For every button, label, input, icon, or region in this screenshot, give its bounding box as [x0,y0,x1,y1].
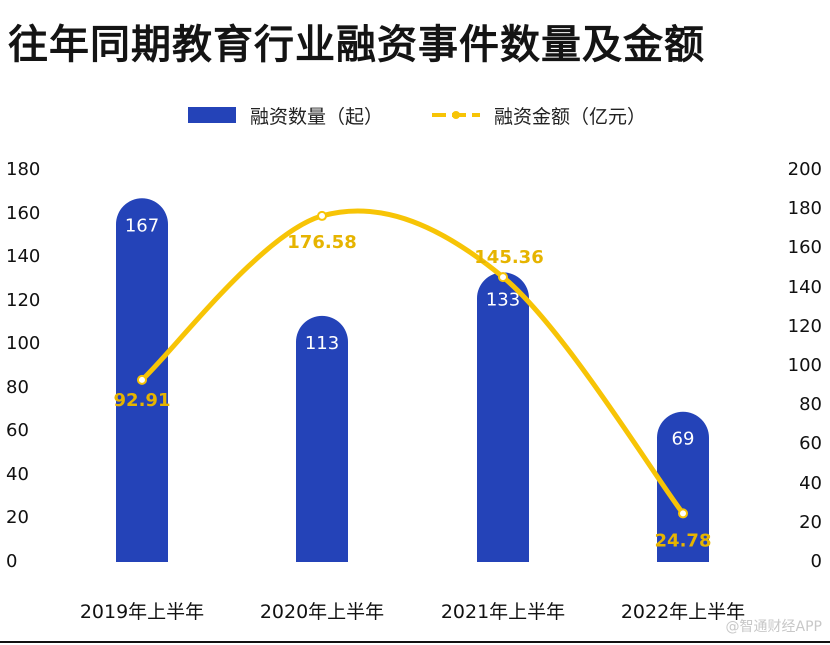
line-value-label: 145.36 [474,247,543,268]
line-value-label: 24.78 [655,530,712,551]
line-value-label: 176.58 [287,232,356,253]
right-axis-tick: 120 [787,315,822,337]
right-axis-tick: 60 [799,433,822,455]
bar [296,315,348,562]
chart-title: 往年同期教育行业融资事件数量及金额 [8,22,705,68]
bar-value-label: 69 [672,429,695,450]
legend-label-count: 融资数量（起） [250,105,384,128]
line-point [498,272,508,283]
line-value-label: 92.91 [114,390,171,411]
left-axis-tick: 160 [6,202,41,224]
right-axis-tick: 0 [810,551,822,572]
bar-value-label: 113 [305,333,339,354]
bottom-rule [0,641,830,643]
category-label: 2020年上半年 [259,601,385,623]
amount-line [139,208,686,516]
category-label: 2019年上半年 [79,601,205,623]
line-point [678,508,688,519]
legend-line-swatch [432,107,480,123]
left-axis-tick: 140 [6,246,41,268]
left-axis-tick: 100 [6,333,41,355]
bar-value-label: 167 [125,215,159,236]
right-axis-tick: 40 [799,472,822,494]
legend-item-count: 融资数量（起） [188,100,383,130]
left-axis-tick: 0 [6,551,18,572]
watermark: @智通财经APP [725,619,822,635]
left-axis-tick: 180 [6,159,41,180]
legend: 融资数量（起） 融资金额（亿元） [0,100,830,130]
bar [657,411,709,562]
plot-area: 167 113 133 69 92.91 176.58 145.36 24.78 [114,198,712,562]
bar [477,272,529,562]
right-axis-tick: 180 [787,198,822,220]
right-axis-tick: 140 [787,276,822,298]
right-axis-tick: 100 [787,355,822,376]
legend-bar-swatch [188,107,236,123]
legend-label-amount: 融资金额（亿元） [494,105,647,128]
left-axis-tick: 60 [6,420,29,442]
right-axis-tick: 20 [799,511,822,533]
left-axis-tick: 120 [6,289,41,311]
legend-item-amount: 融资金额（亿元） [432,100,646,130]
category-label: 2021年上半年 [440,601,566,623]
left-axis-tick: 20 [6,507,29,529]
right-axis-tick: 160 [787,237,822,259]
right-axis-tick: 80 [799,394,822,416]
bar-value-label: 133 [486,289,520,310]
right-axis-tick: 200 [787,159,822,180]
left-axis-tick: 40 [6,463,29,485]
line-point [317,210,327,221]
line-point [137,374,147,385]
category-label: 2022年上半年 [620,601,746,623]
left-axis-tick: 80 [6,376,29,398]
